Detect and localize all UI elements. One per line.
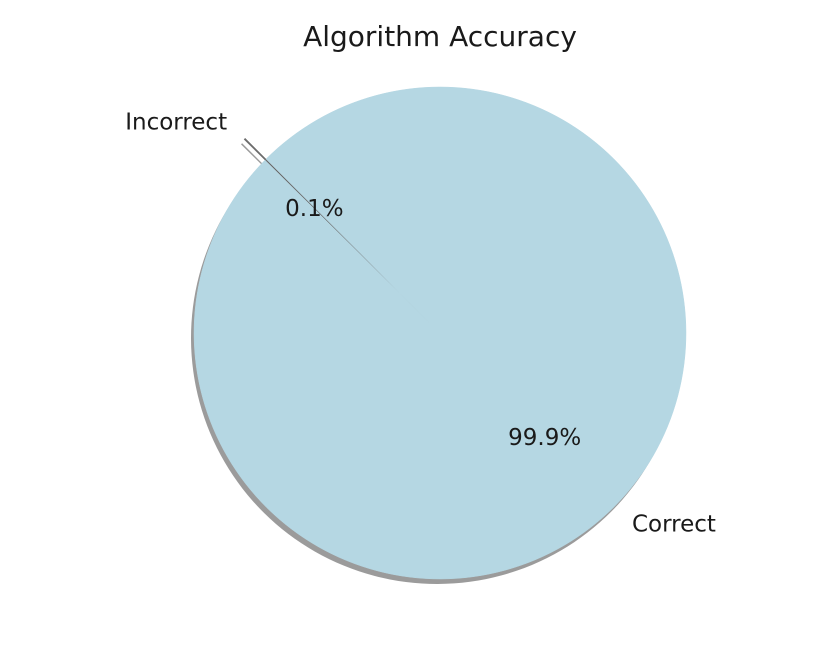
chart-title: Algorithm Accuracy	[303, 20, 577, 53]
pie-layer: Incorrect 0.1% Correct 99.9%	[125, 86, 716, 584]
slice-pct-label-incorrect: 0.1%	[285, 196, 343, 222]
slice-label-incorrect: Incorrect	[125, 109, 227, 135]
slice-label-correct: Correct	[632, 512, 716, 538]
slice-pct-label-correct: 99.9%	[508, 425, 581, 451]
pie-slice-correct	[193, 86, 687, 580]
pie-slice-incorrect	[243, 137, 420, 313]
